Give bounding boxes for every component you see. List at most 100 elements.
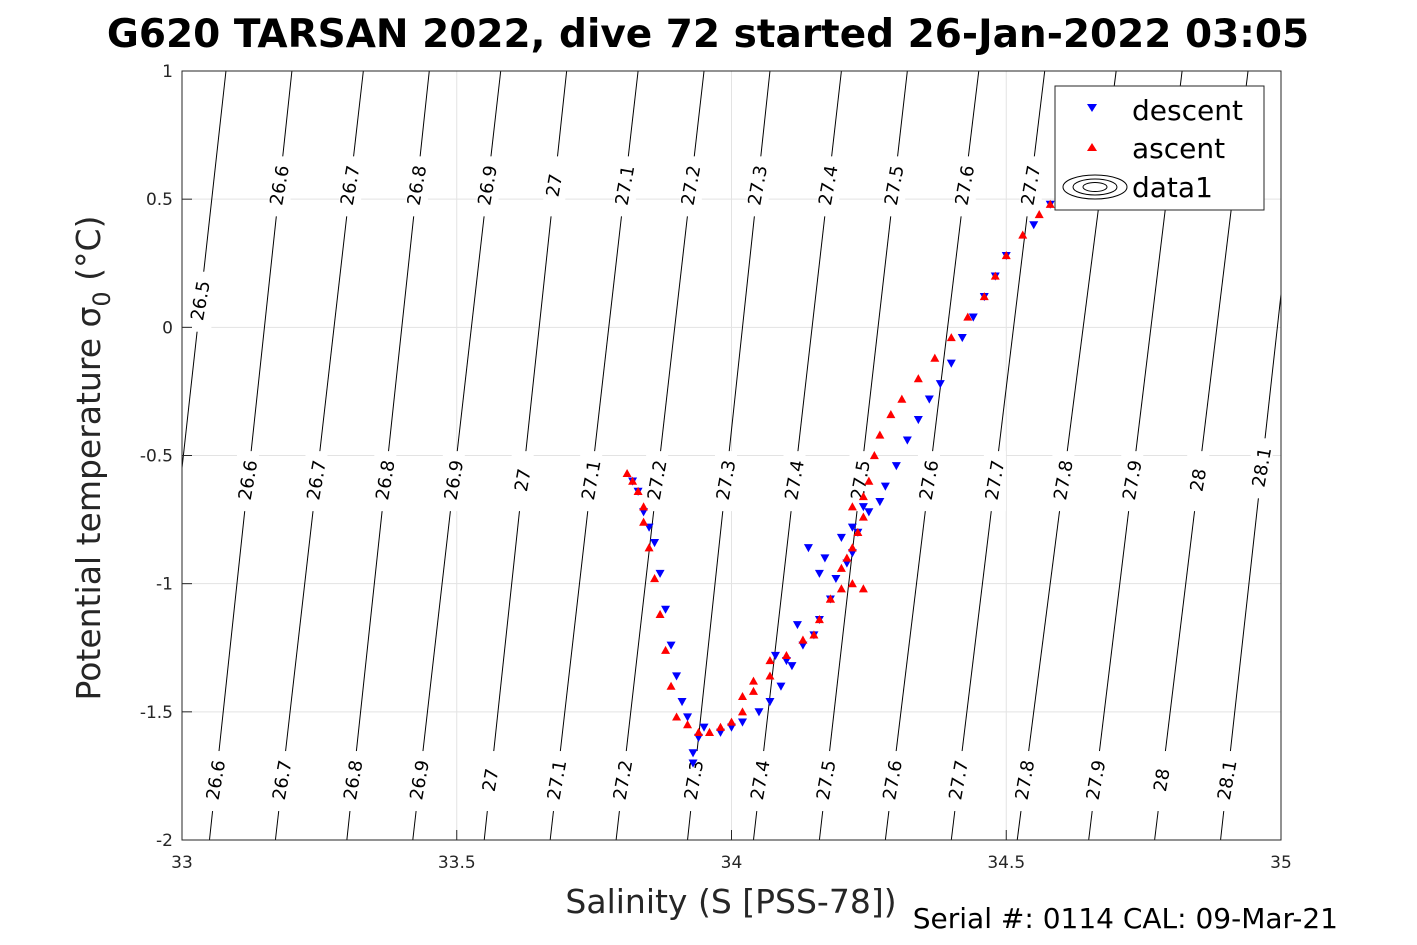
contour-label-bg — [479, 751, 502, 812]
ascent-point — [716, 722, 726, 731]
descent-point — [957, 333, 967, 343]
contour-label-bg — [883, 156, 906, 217]
y-tick-label: -2 — [156, 831, 173, 851]
contour-line-28-1 — [1220, 294, 1282, 841]
ascent-point — [748, 676, 758, 685]
contour-label-bg — [715, 451, 738, 512]
ascent-point — [639, 517, 649, 526]
contour-label-bg — [1250, 438, 1273, 499]
ascent-point — [765, 671, 775, 680]
contour-label-bg — [746, 156, 769, 217]
x-tick-label: 34.5 — [987, 853, 1025, 873]
contour-label-bg — [1121, 451, 1144, 512]
contour-label: 27 — [543, 172, 568, 198]
descent-point — [776, 682, 786, 691]
ascent-point — [847, 579, 857, 588]
y-tick-label: 0.5 — [146, 190, 173, 210]
descent-point — [677, 697, 687, 707]
contour-label-bg — [682, 751, 705, 812]
contour-label-bg — [374, 451, 397, 512]
contour-label-bg — [613, 156, 636, 217]
ascent-point — [809, 630, 819, 639]
ascent-point — [672, 712, 682, 721]
y-tick-label: -0.5 — [140, 447, 173, 467]
ascent-point — [963, 312, 973, 321]
ascent-point — [1001, 251, 1011, 260]
ascent-point — [847, 502, 857, 511]
serial-cal-footer: Serial #: 0114 CAL: 09-Mar-21 — [913, 902, 1338, 935]
y-tick-label: 1 — [162, 62, 173, 82]
descent-point — [737, 718, 747, 727]
descent-point — [666, 641, 676, 650]
legend-data1-label: data1 — [1132, 171, 1213, 204]
contour-label-bg — [749, 751, 772, 812]
contour-label-bg — [679, 156, 702, 217]
x-tick-label: 35 — [1270, 853, 1292, 873]
y-tick-label: -1 — [156, 575, 173, 595]
y-axis-label: Potential temperature σ0 (°C) — [69, 216, 116, 701]
ascent-point — [628, 476, 638, 485]
ascent-point — [639, 502, 649, 511]
ascent-point — [644, 543, 654, 552]
y-axis-label-unit: (°C) — [69, 216, 108, 281]
descent-point — [770, 651, 780, 660]
ascent-point — [633, 486, 643, 495]
descent-point — [699, 723, 709, 732]
contour-label: 27 — [479, 767, 504, 793]
ascent-point — [748, 686, 758, 695]
ascent-point — [737, 707, 747, 716]
contour-label-bg — [189, 271, 212, 332]
ascent-point — [875, 430, 885, 439]
descent-point — [672, 672, 682, 681]
contour-label-bg — [917, 451, 940, 512]
x-tick-label: 33 — [171, 853, 193, 873]
contour-label-bg — [1019, 156, 1042, 217]
descent-point — [924, 395, 934, 404]
contour-label-bg — [611, 751, 634, 812]
ascent-point — [864, 476, 874, 485]
contour-label-bg — [1084, 751, 1107, 812]
contour-label-bg — [511, 451, 534, 512]
contour-label: 28 — [1186, 467, 1211, 493]
descent-point — [968, 313, 978, 322]
legend-ascent-label: ascent — [1132, 132, 1225, 165]
chart-title: G620 TARSAN 2022, dive 72 started 26-Jan… — [107, 12, 1309, 57]
descent-point — [814, 569, 824, 578]
descent-point — [902, 436, 912, 445]
ascent-point — [836, 563, 846, 572]
ascent-point — [930, 353, 940, 362]
descent-point — [688, 749, 698, 758]
descent-point — [683, 713, 693, 722]
descent-point — [688, 759, 698, 768]
contour-label-bg — [983, 451, 1006, 512]
descent-point — [820, 554, 830, 563]
contour-label-bg — [1052, 451, 1075, 512]
descent-point — [935, 380, 945, 389]
ascent-point — [886, 409, 896, 419]
descent-point — [1029, 221, 1039, 230]
ascent-point — [853, 527, 863, 536]
contour-line-26-5 — [181, 70, 227, 468]
x-tick-label: 33.5 — [438, 853, 476, 873]
descent-point — [650, 539, 660, 548]
contour-label-bg — [204, 751, 227, 812]
ascent-point — [858, 584, 868, 593]
ascent-point — [946, 333, 956, 342]
x-tick-label: 34 — [721, 853, 743, 873]
ascent-point — [650, 574, 660, 583]
legend-descent-label: descent — [1132, 94, 1243, 127]
x-axis-label: Salinity (S [PSS-78]) — [565, 882, 896, 921]
contour-label-bg — [849, 451, 872, 512]
y-axis-label-main: Potential temperature σ — [69, 307, 108, 701]
contour-label-bg — [476, 156, 499, 217]
contour-label-bg — [953, 156, 976, 217]
contour-label-bg — [1187, 451, 1210, 512]
contour-label-bg — [947, 751, 970, 812]
descent-point — [754, 708, 764, 717]
density-contours: 26.526.626.626.626.726.726.726.826.826.8… — [181, 70, 1282, 841]
ascent-point — [858, 492, 868, 501]
descent-point — [875, 498, 885, 507]
descent-point — [792, 621, 802, 630]
contour-label-bg — [783, 451, 806, 512]
contour-label: 28 — [1150, 767, 1175, 793]
